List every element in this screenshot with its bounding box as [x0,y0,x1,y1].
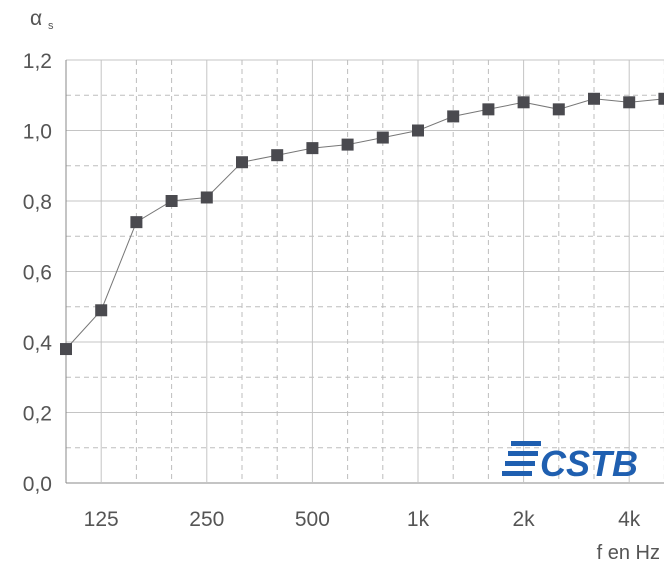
y-tick-label: 0,8 [23,191,52,214]
logo-text: CSTB [540,443,638,484]
x-tick-label: 1k [407,508,430,531]
y-tick-label: 0,2 [23,403,52,426]
series-line [65,98,664,350]
y-axis-label-subscript: s [48,20,54,32]
x-tick-label: 250 [189,508,224,531]
y-tick-label: 1,0 [23,121,52,144]
y-tick-label: 0,6 [23,262,52,285]
data-point [130,216,143,229]
x-tick-label: 500 [295,508,330,531]
data-point [447,110,460,123]
data-point [552,103,565,116]
data-point [341,138,354,151]
y-tick-label: 1,2 [23,50,52,73]
data-point [200,191,213,204]
y-tick-labels: 0,0 0,2 0,4 0,6 0,8 1,0 1,2 [23,50,53,496]
y-tick-label: 0,0 [23,473,52,496]
data-point [658,92,664,105]
data-point [60,343,72,356]
data-point [517,96,530,109]
x-tick-label: 2k [513,508,536,531]
grid [65,59,664,484]
data-point [165,195,178,207]
logo-stripe [505,461,535,466]
x-tick-label: 125 [84,508,119,531]
data-point [623,96,636,109]
x-tick-label: 4k [618,508,641,531]
logo-stripe [508,451,538,456]
data-markers [60,92,664,356]
y-tick-label: 0,4 [23,332,53,355]
data-point [376,131,389,144]
x-tick-labels: 125 250 500 1k 2k 4k [84,508,641,531]
logo-stripe [511,441,541,446]
y-axis-label: α s [30,7,54,32]
x-axis-label: f en Hz [597,542,660,564]
data-point [306,142,319,155]
data-point [412,124,424,137]
data-point [482,103,495,116]
data-point [271,149,284,162]
data-point [588,92,600,105]
logo-stripe [502,471,532,476]
data-point [95,304,108,317]
data-point [236,156,248,169]
cstb-logo: CSTB [502,441,638,484]
